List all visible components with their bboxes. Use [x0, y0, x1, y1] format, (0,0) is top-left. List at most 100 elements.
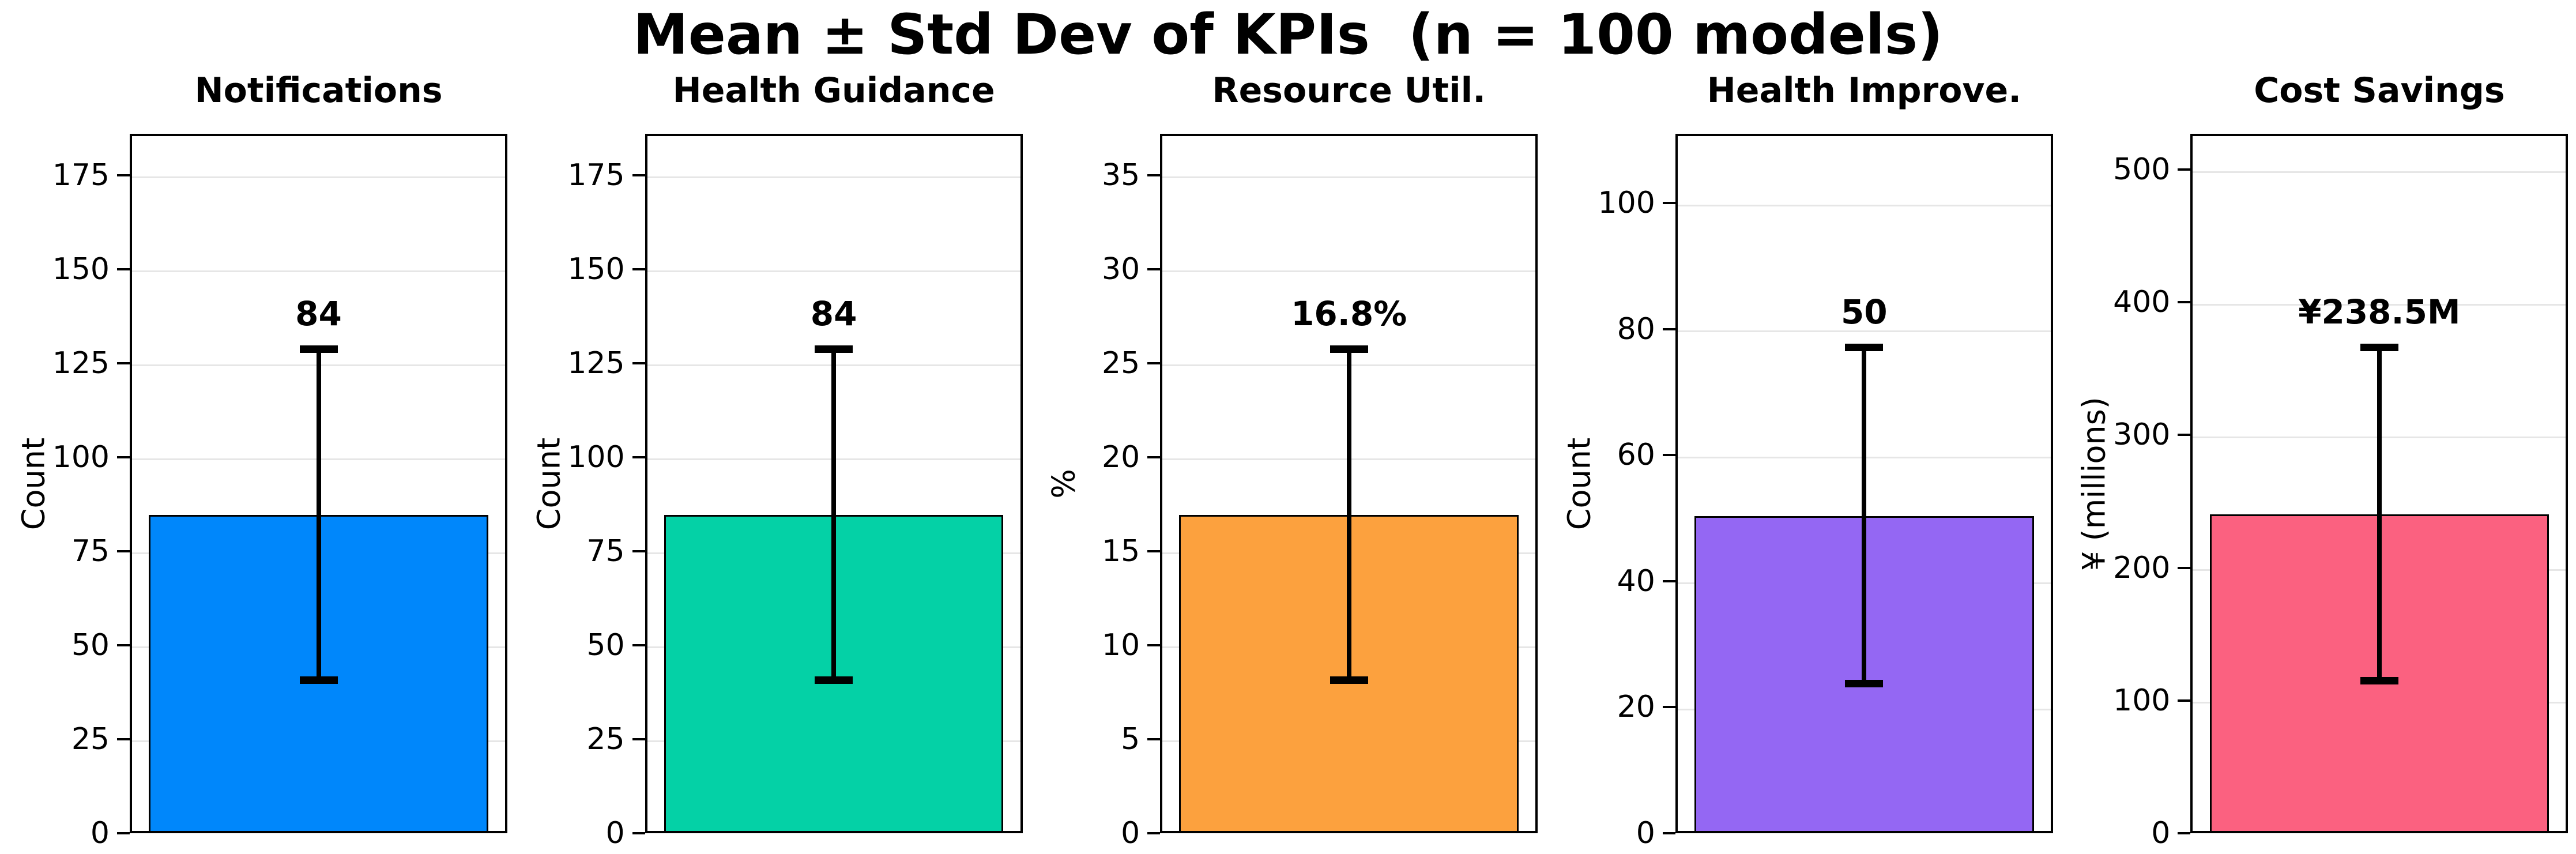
error-bar-line [1346, 349, 1351, 681]
y-tick-mark [2178, 168, 2191, 171]
y-tick-mark [632, 738, 645, 740]
panel-notifications: Notifications Count 84 0 25 50 75 100 125 150 175 [0, 0, 515, 854]
y-tick-label: 100 [2113, 683, 2171, 718]
y-tick-mark [1147, 362, 1161, 364]
y-tick-label: 125 [52, 345, 110, 381]
y-tick-mark [1147, 832, 1161, 834]
plot-area-notifications: 84 [130, 134, 507, 833]
y-tick-label: 0 [605, 816, 625, 851]
y-tick-mark [632, 644, 645, 646]
value-label-health-guidance: 84 [810, 294, 857, 334]
value-label-health-improve: 50 [1840, 292, 1888, 332]
y-tick-mark [632, 268, 645, 270]
y-tick-mark [1662, 832, 1675, 834]
y-tick-mark [2178, 832, 2191, 834]
panel-title-health-improve: Health Improve. [1707, 70, 2022, 111]
panel-title-cost-savings: Cost Savings [2254, 70, 2505, 111]
panel-title-health-guidance: Health Guidance [672, 70, 995, 111]
gridline [1677, 204, 2051, 206]
y-tick-mark [117, 832, 130, 834]
y-tick-label: 100 [1598, 186, 1655, 221]
value-label-resource-util: 16.8% [1291, 294, 1407, 334]
y-tick-mark [117, 174, 130, 176]
error-bar-cap-top [1330, 345, 1368, 353]
error-bar-cap-bottom [299, 676, 338, 684]
figure-title: Mean ± Std Dev of KPIs (n = 100 models) [633, 2, 1943, 67]
y-tick-label: 500 [2113, 152, 2171, 187]
value-label-cost-savings: ¥238.5M [2298, 292, 2461, 332]
y-tick-label: 50 [586, 627, 625, 663]
y-tick-mark [1147, 174, 1161, 176]
y-tick-mark [2178, 301, 2191, 304]
gridline [1677, 330, 2051, 333]
y-tick-label: 60 [1617, 438, 1655, 473]
error-bar-line [2377, 348, 2382, 681]
plot-area-resource-util: 16.8% [1160, 134, 1538, 833]
y-tick-mark [1147, 550, 1161, 552]
panel-title-resource-util: Resource Util. [1212, 70, 1486, 111]
y-tick-label: 0 [2151, 816, 2171, 851]
error-bar-cap-bottom [1845, 680, 1884, 688]
y-tick-mark [1662, 202, 1675, 205]
y-tick-mark [117, 456, 130, 458]
y-tick-mark [1662, 706, 1675, 709]
y-tick-mark [1662, 454, 1675, 457]
y-tick-mark [1662, 328, 1675, 330]
y-tick-mark [117, 644, 130, 646]
y-tick-label: 175 [52, 157, 110, 193]
error-bar-cap-bottom [2360, 676, 2398, 684]
y-tick-label: 20 [1102, 439, 1140, 475]
y-tick-label: 0 [90, 816, 110, 851]
y-tick-mark [632, 832, 645, 834]
y-tick-label: 5 [1121, 721, 1140, 757]
error-bar-line [316, 349, 321, 681]
y-tick-label: 80 [1617, 311, 1655, 347]
gridline [647, 176, 1020, 179]
y-tick-label: 25 [71, 721, 110, 757]
y-tick-label: 400 [2113, 285, 2171, 320]
y-tick-label: 10 [1102, 627, 1140, 663]
y-tick-label: 25 [1102, 345, 1140, 381]
panel-health-improve: Health Improve. Count 50 0 20 40 60 80 100 [1546, 0, 2061, 854]
y-tick-mark [632, 362, 645, 364]
y-tick-label: 100 [52, 439, 110, 475]
y-tick-mark [2178, 434, 2191, 437]
panel-resource-util: Resource Util.% 16.8% 0 5 10 15 20 25 30 35 [1030, 0, 1546, 854]
y-tick-label: 40 [1617, 563, 1655, 599]
y-tick-mark [632, 456, 645, 458]
y-tick-label: 200 [2113, 550, 2171, 585]
error-bar-line [831, 349, 837, 681]
y-tick-label: 50 [71, 627, 110, 663]
y-tick-label: 20 [1617, 690, 1655, 725]
error-bar-cap-top [1845, 343, 1884, 351]
y-tick-mark [2178, 699, 2191, 702]
y-tick-mark [1147, 268, 1161, 270]
gridline [647, 270, 1020, 273]
y-tick-mark [1147, 456, 1161, 458]
error-bar-cap-bottom [815, 676, 853, 684]
plot-area-health-improve: 50 [1675, 134, 2053, 833]
y-tick-label: 125 [567, 345, 625, 381]
y-tick-mark [117, 268, 130, 270]
panel-health-guidance: Health Guidance Count 84 0 25 50 75 100 125 150 17… [515, 0, 1031, 854]
y-tick-mark [632, 550, 645, 552]
y-tick-mark [1662, 580, 1675, 582]
y-tick-label: 175 [567, 157, 625, 193]
value-label-notifications: 84 [295, 294, 342, 334]
y-tick-label: 15 [1102, 533, 1140, 569]
y-tick-mark [1147, 644, 1161, 646]
y-tick-label: 0 [1636, 816, 1655, 851]
y-tick-label: 0 [1121, 816, 1140, 851]
y-tick-mark [632, 174, 645, 176]
y-tick-mark [1147, 738, 1161, 740]
gridline [1162, 270, 1536, 273]
gridline [132, 176, 505, 179]
error-bar-line [1862, 347, 1867, 684]
y-tick-mark [117, 550, 130, 552]
plot-area-cost-savings: ¥238.5M [2190, 134, 2569, 833]
error-bar-cap-top [2360, 344, 2398, 352]
y-tick-label: 100 [567, 439, 625, 475]
y-tick-mark [117, 738, 130, 740]
gridline [132, 270, 505, 273]
